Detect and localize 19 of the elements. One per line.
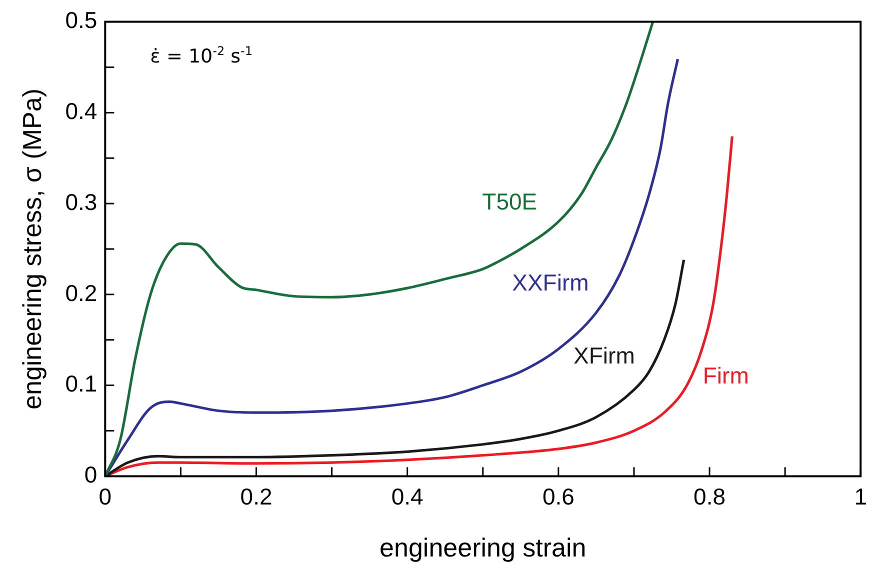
x-axis-title: engineering strain — [380, 532, 586, 563]
x-tick-label: 1 — [854, 483, 868, 510]
x-tick-label: 0.6 — [542, 483, 574, 510]
series-label: T50E — [482, 188, 538, 214]
y-tick-label: 0.1 — [65, 370, 98, 397]
annotation: ε̇ = 10$^{-2}$ s$^{-1}$ — [150, 44, 253, 68]
y-tick-label: 0.4 — [65, 98, 98, 124]
y-tick-label: 0.2 — [65, 280, 98, 306]
y-tick-label: 0 — [84, 462, 98, 488]
x-tick-label: 0.4 — [391, 483, 424, 510]
series-label: XFirm — [574, 342, 635, 368]
x-tick-label: 0.2 — [240, 483, 272, 510]
y-tick-label: 0.3 — [65, 188, 98, 215]
x-tick-label: 0.8 — [694, 483, 726, 510]
series-label: Firm — [702, 362, 749, 389]
y-axis-title: engineering stress, σ (MPa) — [16, 88, 47, 410]
line-series — [105, 258, 686, 476]
series-label: XXFirm — [512, 269, 589, 296]
y-tick-label: 0.5 — [65, 7, 98, 34]
